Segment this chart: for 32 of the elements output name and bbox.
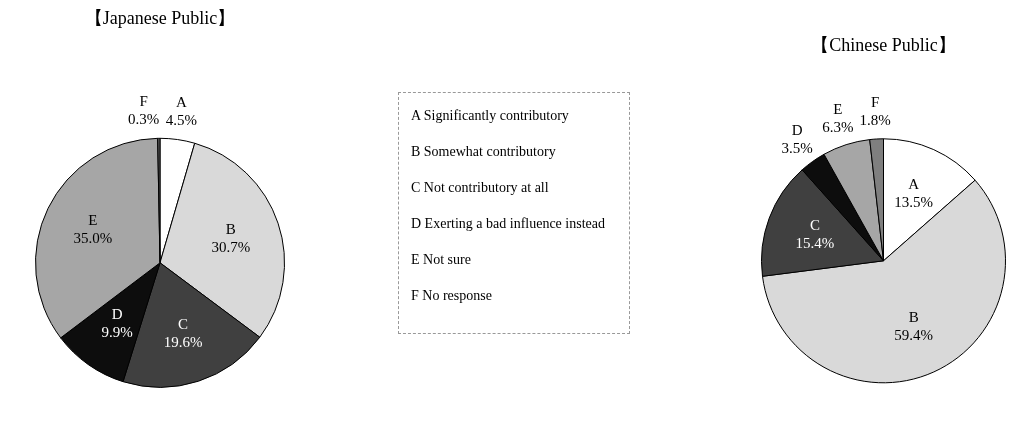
data-label: 1.8% [859,112,891,129]
data-label: 15.4% [795,235,835,252]
slice-label: E [833,101,843,118]
slice-label: F [870,94,880,111]
slice-label: A [175,94,187,111]
data-label: 6.3% [822,119,854,136]
data-label: 3.5% [781,139,813,156]
slice-label: B [225,220,236,237]
data-label: 4.5% [165,112,198,129]
text: F No response [411,287,493,305]
chart-title: 【Chinese Public】 [811,34,956,55]
text: D Exerting a bad influence instead [411,215,606,233]
slice-label: C [178,315,189,332]
data-label: 35.0% [73,230,113,247]
data-label: 9.9% [101,323,133,340]
data-label: 59.4% [894,327,934,344]
data-label: 0.3% [127,110,160,127]
slice-label: D [791,121,803,138]
text: B Somewhat contributory [411,143,557,161]
data-label: 19.6% [163,333,203,350]
text: C Not contributory at all [411,179,550,197]
data-label: 30.7% [211,238,251,255]
chart-title: 【Japanese Public】 [84,7,236,28]
slice-label: B [908,309,919,326]
slice-label: F [139,92,148,109]
slice-label: C [809,217,820,234]
text: E Not sure [411,251,472,269]
slice-label: E [88,212,98,229]
text: A Significantly contributory [411,107,570,125]
slice-label: A [908,176,920,193]
data-label: 13.5% [894,194,934,211]
slice-label: D [111,305,123,322]
